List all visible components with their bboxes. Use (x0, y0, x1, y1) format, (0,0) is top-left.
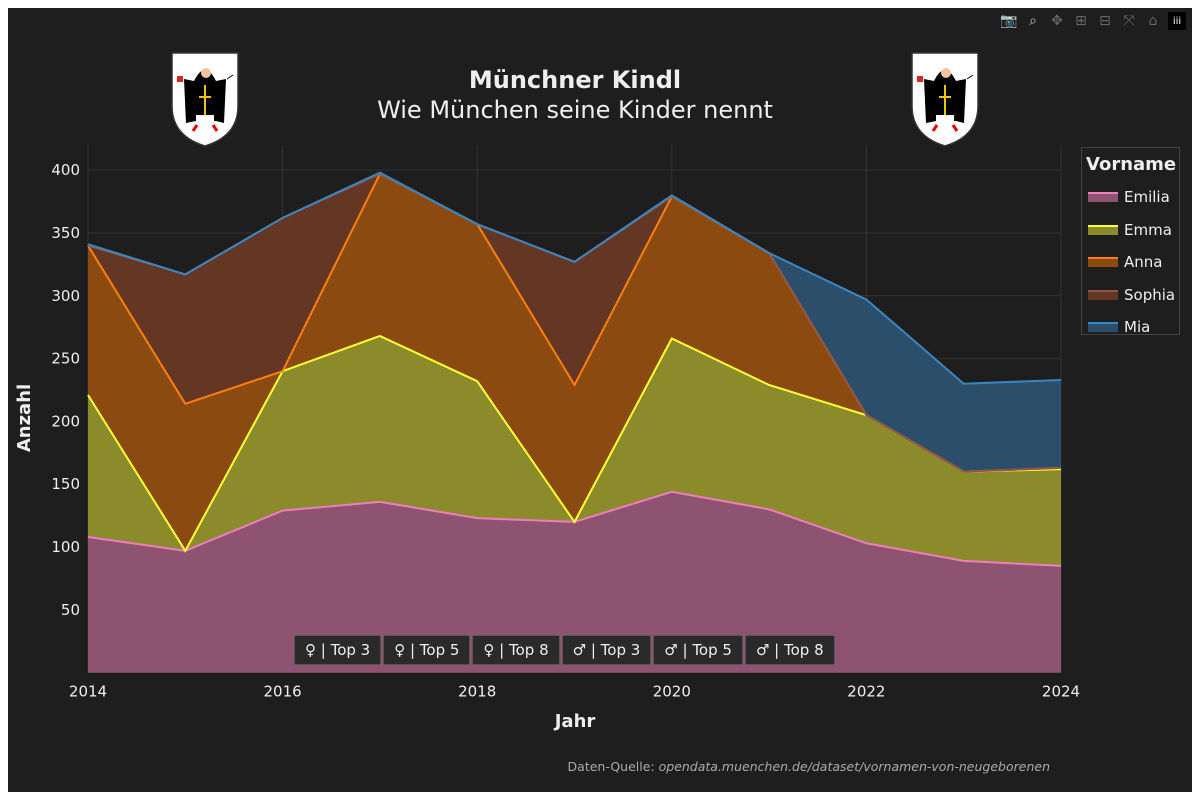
button-female-top8[interactable]: ♀ | Top 8 (472, 635, 560, 665)
y-tick-label: 300 (51, 287, 80, 305)
y-ticks: 50 100 150 200 250 300 350 400 (51, 161, 80, 619)
button-male-top8[interactable]: ♂ | Top 8 (744, 635, 835, 665)
legend-item-emma[interactable]: Emma (1088, 221, 1172, 239)
x-tick-label: 2022 (847, 683, 885, 701)
area-mia[interactable] (88, 172, 1061, 472)
legend-label: Anna (1124, 253, 1163, 271)
legend-label: Emilia (1124, 188, 1170, 206)
zoom-out-icon[interactable]: ⊟ (1099, 13, 1111, 29)
y-tick-label: 200 (51, 412, 80, 430)
camera-icon[interactable]: 📷 (1000, 13, 1018, 29)
plotly-logo-icon[interactable]: iii (1168, 12, 1186, 30)
source-label: Daten-Quelle: (567, 759, 655, 774)
zoom-in-icon[interactable]: ⊞ (1075, 13, 1087, 29)
y-tick-label: 50 (61, 601, 80, 619)
legend: Vorname Emilia Emma Anna Sophia Mia (1081, 147, 1180, 336)
filter-buttons: ♀ | Top 3 ♀ | Top 5 ♀ | Top 8 ♂ | Top 3 … (294, 635, 835, 665)
modebar: 📷 ⌕ ✥ ⊞ ⊟ ⤧ ⌂ iii (1000, 12, 1186, 30)
button-female-top3[interactable]: ♀ | Top 3 (294, 635, 382, 665)
y-tick-label: 350 (51, 224, 80, 242)
munich-coat-of-arms-left (170, 51, 240, 148)
button-female-top5[interactable]: ♀ | Top 5 (383, 635, 471, 665)
legend-title: Vorname (1086, 154, 1177, 175)
legend-item-sophia[interactable]: Sophia (1088, 286, 1175, 304)
data-source: Daten-Quelle: opendata.muenchen.de/datas… (568, 759, 1050, 774)
legend-item-anna[interactable]: Anna (1088, 253, 1162, 271)
area-anna[interactable] (88, 173, 1061, 551)
y-tick-label: 150 (51, 475, 80, 493)
x-ticks: 2014 2016 2018 2020 2022 2024 (69, 683, 1080, 701)
autoscale-icon[interactable]: ⤧ (1123, 13, 1135, 29)
y-tick-label: 250 (51, 350, 80, 368)
legend-swatch (1088, 322, 1118, 332)
zoom-icon[interactable]: ⌕ (1029, 13, 1037, 29)
legend-item-mia[interactable]: Mia (1088, 318, 1150, 336)
button-male-top5[interactable]: ♂ | Top 5 (653, 635, 743, 665)
legend-swatch (1088, 192, 1118, 202)
areas (88, 172, 1061, 673)
legend-swatch (1088, 257, 1118, 267)
chart-container: 2014 2016 2018 2020 2022 2024 50 100 150 200 250 3… (8, 8, 1192, 792)
line-mia (87, 171, 1062, 385)
legend-swatch (1088, 289, 1118, 300)
x-tick-label: 2014 (69, 683, 107, 701)
munich-coat-of-arms-right (910, 51, 980, 148)
x-axis-label: Jahr (553, 711, 596, 732)
x-tick-label: 2020 (653, 683, 691, 701)
y-axis-label: Anzahl (14, 384, 35, 452)
y-tick-label: 100 (51, 538, 80, 556)
source-link[interactable]: opendata.muenchen.de/dataset/vornamen-vo… (658, 759, 1050, 774)
area-sophia[interactable] (88, 173, 1061, 472)
x-tick-label: 2016 (264, 683, 302, 701)
pan-icon[interactable]: ✥ (1051, 13, 1063, 29)
x-tick-label: 2024 (1042, 683, 1080, 701)
lines (87, 171, 1062, 567)
chart-subtitle: Wie München seine Kinder nennt (377, 96, 773, 124)
y-tick-label: 400 (51, 161, 80, 179)
area-emilia[interactable] (88, 491, 1061, 673)
x-tick-label: 2018 (458, 683, 496, 701)
legend-label: Sophia (1124, 285, 1176, 304)
legend-swatch (1088, 224, 1118, 235)
legend-label: Emma (1124, 220, 1172, 239)
legend-label: Mia (1124, 318, 1151, 336)
legend-item-emilia[interactable]: Emilia (1088, 188, 1170, 206)
button-male-top3[interactable]: ♂ | Top 3 (561, 635, 652, 665)
stacked-area-chart: 2014 2016 2018 2020 2022 2024 50 100 150 200 250 3… (14, 51, 1080, 732)
chart-title: Münchner Kindl (469, 66, 681, 94)
area-emma[interactable] (88, 335, 1061, 566)
home-icon[interactable]: ⌂ (1148, 13, 1158, 29)
